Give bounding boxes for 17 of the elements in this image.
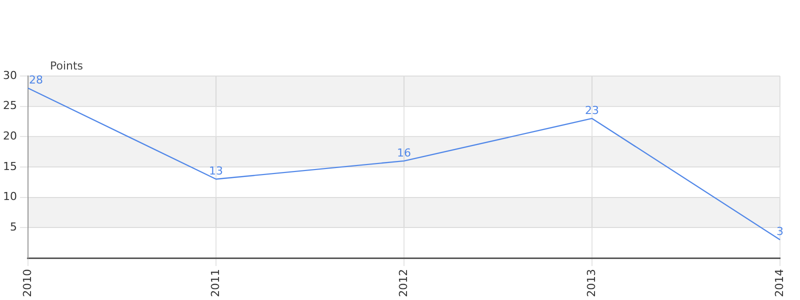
data-label: 3 [776,225,784,238]
y-tick-label: 10 [2,190,17,204]
y-tick-label: 20 [2,130,17,143]
y-tick-label: 30 [2,68,17,82]
data-label: 16 [397,146,411,160]
data-label: 28 [28,73,43,86]
x-tick-label: 2013 [584,269,598,298]
x-tick-label: 2012 [396,269,410,298]
y-tick-label: 15 [2,160,17,173]
data-label: 23 [585,104,599,117]
y-tick-label: 25 [2,99,17,112]
x-tick-label: 2014 [772,269,786,298]
y-tick-label: 5 [10,220,17,234]
x-tick-label: 2011 [208,269,222,298]
y-axis-title: Points [50,59,84,72]
data-label: 13 [209,164,223,178]
x-tick-label: 2010 [20,269,34,298]
